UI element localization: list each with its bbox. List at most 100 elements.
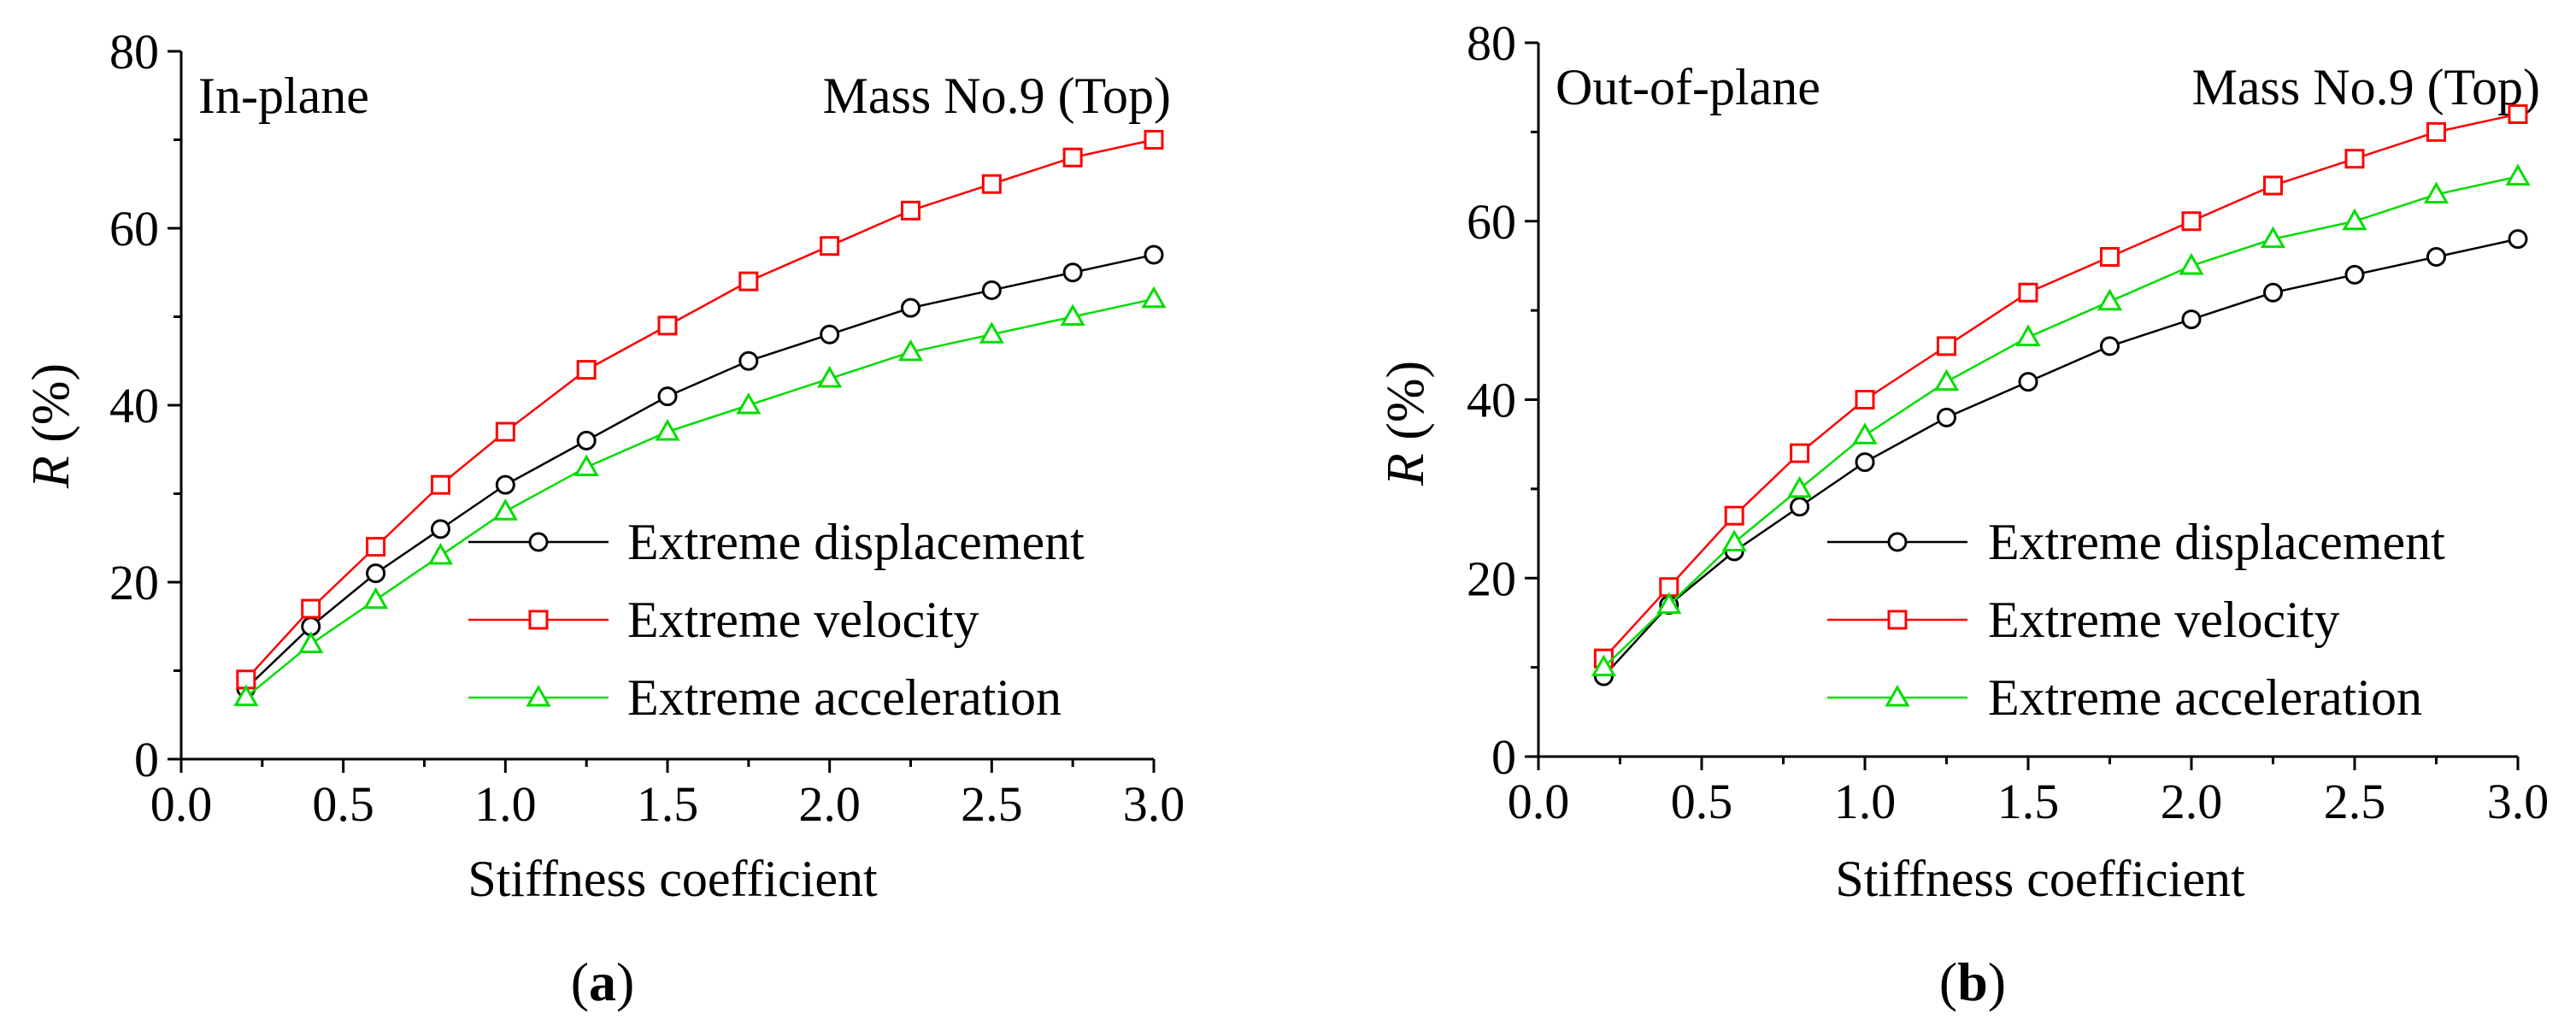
chart-b-point-2-1 xyxy=(1656,592,1682,615)
chart-b-point-1-8 xyxy=(2181,211,2202,232)
chart-b-legend-label-0: Extreme displacement xyxy=(1988,514,2445,570)
chart-b-series-line-1 xyxy=(1603,113,2519,660)
chart-a-x-tick-label: 3.0 xyxy=(1123,776,1185,832)
chart-b-point-1-3 xyxy=(1790,443,1810,463)
chart-a-x-tick-label: 2.5 xyxy=(961,776,1023,832)
chart-a-x-tick-label: 1.5 xyxy=(637,776,699,832)
chart-b-point-2-8 xyxy=(2179,252,2204,275)
legend-a: Extreme displacement Extreme velocity Extr… xyxy=(468,514,1085,726)
chart-b-point-1-10 xyxy=(2344,149,2365,169)
chart-b-point-0-4 xyxy=(1855,452,1875,473)
chart-a-point-2-12 xyxy=(1141,286,1167,309)
chart-a-point-1-11 xyxy=(1062,147,1083,168)
panel-label-a: (a) xyxy=(571,951,635,1012)
chart-a-point-0-5 xyxy=(576,430,597,451)
chart-b-point-0-8 xyxy=(2181,309,2202,330)
chart-b-legend-marker-2 xyxy=(1885,684,1910,707)
chart-a-legend-label-0: Extreme displacement xyxy=(627,514,1085,570)
chart-a-title-left: In-plane xyxy=(198,68,369,124)
chart-a-point-2-1 xyxy=(298,631,324,653)
chart-a-point-2-9 xyxy=(897,339,924,362)
chart-a-ylabel-var: R xyxy=(22,456,80,489)
chart-a-y-tick-label: 80 xyxy=(109,24,159,80)
chart-b-x-tick-label: 2.5 xyxy=(2324,774,2386,829)
chart-a-point-0-11 xyxy=(1062,262,1083,283)
chart-b-point-2-11 xyxy=(2423,181,2450,203)
panel-label-a-letter: a xyxy=(589,951,616,1012)
chart-a-point-1-3 xyxy=(430,474,450,495)
chart-b-point-2-4 xyxy=(1852,422,1878,445)
chart-b-point-1-6 xyxy=(2018,282,2038,303)
chart-a-x-tick-label: 0.0 xyxy=(150,776,213,832)
chart-b-x-tick-label: 3.0 xyxy=(2487,774,2550,829)
chart-a-point-0-9 xyxy=(901,297,920,318)
chart-b-x-tick-label: 2.0 xyxy=(2161,774,2223,829)
chart-a-point-1-4 xyxy=(495,421,515,442)
chart-b-title-right: Mass No.9 (Top) xyxy=(2192,59,2540,115)
chart-a-x-tick-label: 1.0 xyxy=(474,776,537,832)
chart-a-point-1-5 xyxy=(576,360,597,380)
chart-b-point-1-4 xyxy=(1855,390,1875,409)
chart-b-title-left: Out-of-plane xyxy=(1556,59,1820,115)
chart-a-point-1-10 xyxy=(981,174,1002,194)
chart-b-legend-label-2: Extreme acceleration xyxy=(1988,669,2422,726)
chart-b-point-2-5 xyxy=(1933,368,1960,392)
chart-a-legend-marker-1 xyxy=(528,610,549,630)
chart-a-point-1-1 xyxy=(301,598,321,619)
chart-b-point-1-5 xyxy=(1937,336,1956,356)
chart-a-point-2-2 xyxy=(363,586,389,610)
chart-b-point-0-3 xyxy=(1790,497,1810,517)
chart-a-point-0-6 xyxy=(657,386,678,407)
chart-a-point-2-11 xyxy=(1060,303,1085,326)
chart-b-y-tick-label: 80 xyxy=(1467,15,1516,71)
chart-a-point-1-7 xyxy=(738,271,759,292)
axes-a: 0.0 0.5 1.0 1.5 2.0 2.5 3.0 0 20 40 60 80 xyxy=(109,24,1185,832)
chart-b-point-2-3 xyxy=(1787,475,1813,498)
chart-b-point-2-6 xyxy=(2015,324,2041,346)
series-group-a xyxy=(233,130,1167,707)
chart-b-point-2-12 xyxy=(2505,163,2531,186)
chart-b-legend-label-1: Extreme velocity xyxy=(1988,592,2340,648)
chart-a-x-tick-label: 2.0 xyxy=(798,776,861,832)
chart-a-legend-label-2: Extreme acceleration xyxy=(627,669,1062,726)
chart-a-point-0-8 xyxy=(820,324,840,345)
chart-a-point-2-6 xyxy=(655,419,680,441)
chart-a-y-tick-label: 40 xyxy=(109,378,159,433)
chart-b-point-2-0 xyxy=(1591,654,1616,677)
chart-b-point-1-2 xyxy=(1724,505,1744,526)
chart-a-point-0-10 xyxy=(981,280,1002,300)
chart-b-x-tick-label: 1.5 xyxy=(1997,774,2060,829)
chart-a-legend-marker-0 xyxy=(528,532,549,552)
chart-a-y-tick-label: 0 xyxy=(134,732,159,787)
chart-a-ylabel: R (%) xyxy=(22,363,80,489)
chart-a-x-tick-label: 0.5 xyxy=(312,776,374,832)
chart-b-point-0-9 xyxy=(2263,282,2283,303)
panel-label-b-letter: b xyxy=(1957,951,1988,1012)
chart-a-xlabel: Stiffness coefficient xyxy=(468,851,878,907)
chart-b-point-1-11 xyxy=(2426,121,2446,142)
chart-a-point-2-5 xyxy=(573,454,599,476)
chart-panel-b: 0.0 0.5 1.0 1.5 2.0 2.5 3.0 0 20 40 60 80 Out-of-pl… xyxy=(1377,15,2549,1012)
chart-b-ylabel: R (%) xyxy=(1377,361,1435,486)
chart-b-x-tick-label: 0.5 xyxy=(1671,774,1733,829)
chart-b-ylabel-var: R xyxy=(1377,453,1435,486)
chart-b-point-2-9 xyxy=(2260,226,2286,249)
chart-a-point-2-7 xyxy=(736,392,762,415)
chart-a-point-0-7 xyxy=(738,351,759,371)
chart-b-xlabel: Stiffness coefficient xyxy=(1835,851,2245,907)
chart-b-point-0-11 xyxy=(2426,247,2446,267)
chart-a-point-1-2 xyxy=(366,537,386,557)
chart-b-point-0-10 xyxy=(2344,264,2365,285)
legend-b: Extreme displacement Extreme velocity Extr… xyxy=(1827,514,2445,726)
chart-b-point-2-2 xyxy=(1721,529,1747,551)
chart-b-x-tick-label: 0.0 xyxy=(1508,774,1570,829)
chart-b-y-tick-label: 20 xyxy=(1467,551,1516,606)
chart-b-y-tick-label: 40 xyxy=(1467,373,1516,428)
chart-a-point-1-8 xyxy=(820,236,840,256)
chart-a-legend-marker-2 xyxy=(526,684,551,707)
series-group-b xyxy=(1591,104,2531,686)
chart-a-point-2-4 xyxy=(492,498,518,521)
chart-a-point-2-10 xyxy=(979,321,1004,344)
chart-a-point-2-8 xyxy=(817,365,843,388)
